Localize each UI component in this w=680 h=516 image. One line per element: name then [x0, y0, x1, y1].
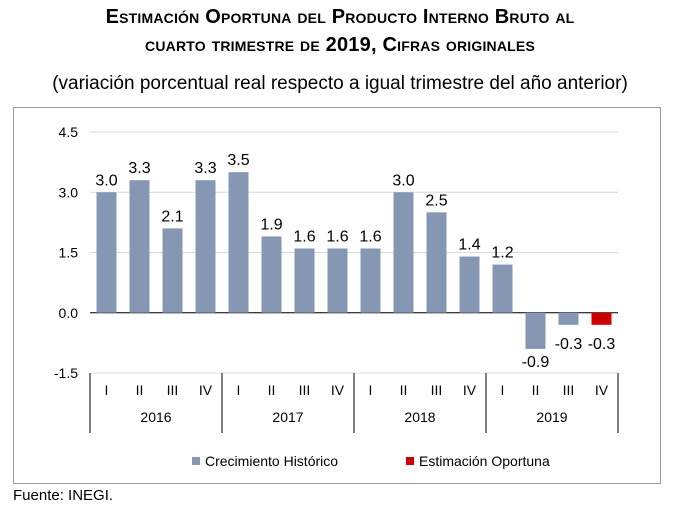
data-label: -0.3: [588, 336, 616, 353]
data-label: 2.1: [161, 208, 183, 225]
year-label: 2017: [272, 409, 303, 425]
quarter-label: III: [299, 382, 311, 398]
legend-swatch: [192, 457, 200, 465]
bar-historico: [492, 264, 513, 313]
chart-title-line-1: Estimación Oportuna del Producto Interno…: [105, 6, 575, 28]
quarter-label: II: [400, 382, 408, 398]
quarter-label: III: [167, 382, 179, 398]
bar-historico: [261, 236, 282, 313]
legend-label: Estimación Oportuna: [419, 453, 550, 469]
bar-historico: [393, 192, 414, 313]
bar-historico: [426, 212, 447, 313]
year-label: 2018: [404, 409, 435, 425]
y-tick-label: 3.0: [59, 184, 79, 200]
quarter-label: II: [136, 382, 144, 398]
bar-historico: [228, 172, 249, 313]
bar-historico: [195, 180, 216, 313]
data-label: -0.9: [522, 354, 550, 371]
quarter-label: II: [268, 382, 276, 398]
data-label: 1.4: [458, 237, 480, 254]
chart-subtitle: (variación porcentual real respecto a ig…: [52, 73, 628, 94]
bar-historico: [360, 248, 381, 313]
data-label: 1.6: [359, 228, 381, 245]
year-label: 2016: [140, 409, 171, 425]
quarter-label: I: [105, 382, 109, 398]
bar-oportuna: [591, 312, 612, 325]
y-tick-label: 4.5: [59, 124, 79, 140]
y-tick-label: 0.0: [59, 305, 79, 321]
quarter-label: III: [431, 382, 443, 398]
quarter-label: I: [237, 382, 241, 398]
bar-historico: [294, 248, 315, 313]
quarter-label: IV: [331, 382, 345, 398]
quarter-label: IV: [199, 382, 213, 398]
data-label: 2.5: [425, 192, 447, 209]
gdp-bar-chart: 4.5 3.0 1.5 0.0 -1.5 3.0 3.3 2.1 3.3 3.5 1.9 1.6 1.6…: [54, 124, 619, 469]
data-label: 1.6: [326, 228, 348, 245]
quarter-label: II: [532, 382, 540, 398]
bar-historico: [96, 192, 117, 313]
bar-historico: [162, 228, 183, 313]
bar-historico: [129, 180, 150, 313]
source-note: Fuente: INEGI.: [13, 487, 114, 504]
quarter-label: III: [563, 382, 575, 398]
data-label: 3.3: [128, 160, 150, 177]
data-label: 1.9: [260, 216, 282, 233]
legend-label: Crecimiento Histórico: [205, 453, 338, 469]
chart-frame: 4.5 3.0 1.5 0.0 -1.5 3.0 3.3 2.1 3.3 3.5 1.9 1.6 1.6…: [13, 107, 661, 484]
data-label: 3.0: [392, 172, 414, 189]
quarter-label: I: [369, 382, 373, 398]
bar-historico: [558, 312, 579, 325]
year-label: 2019: [536, 409, 567, 425]
bar-historico: [525, 312, 546, 349]
bar-historico: [327, 248, 348, 313]
legend-swatch: [406, 457, 414, 465]
data-label: 3.0: [95, 172, 117, 189]
y-tick-label: 1.5: [59, 245, 79, 261]
bar-historico: [459, 256, 480, 313]
data-label: 1.6: [293, 228, 315, 245]
data-label: 1.2: [491, 245, 513, 262]
quarter-label: I: [501, 382, 505, 398]
quarter-label: IV: [463, 382, 477, 398]
data-label: 3.5: [227, 152, 249, 169]
data-label: 3.3: [194, 160, 216, 177]
y-tick-label: -1.5: [54, 365, 78, 381]
quarter-label: IV: [595, 382, 609, 398]
data-label: -0.3: [555, 336, 583, 353]
chart-title-line-2: cuarto trimestre de 2019, Cifras origina…: [145, 34, 535, 56]
